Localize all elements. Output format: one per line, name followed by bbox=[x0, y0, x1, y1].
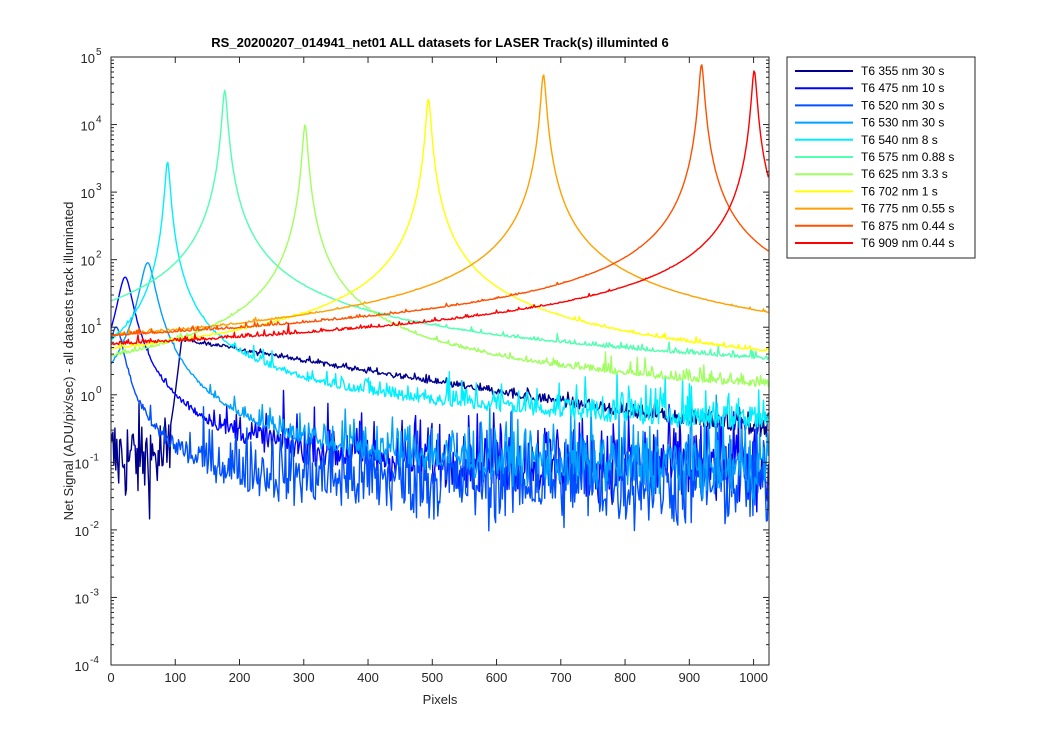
legend: T6 355 nm 30 s T6 475 nm 10 s T6 520 nm 30… bbox=[786, 56, 976, 259]
legend-entry: T6 355 nm 30 s bbox=[861, 64, 944, 78]
y-tick-label: 10 bbox=[81, 186, 95, 201]
x-tick-label: 200 bbox=[229, 670, 251, 685]
x-tick-label: 500 bbox=[421, 670, 443, 685]
legend-entry: T6 775 nm 0.55 s bbox=[861, 202, 954, 216]
y-tick-label: 10 bbox=[81, 321, 95, 336]
legend-entry: T6 575 nm 0.88 s bbox=[861, 150, 954, 164]
x-tick-label: 800 bbox=[614, 670, 636, 685]
x-tick-label: 300 bbox=[293, 670, 315, 685]
y-tick-exponent: -2 bbox=[90, 520, 99, 531]
y-tick-label: 10 bbox=[81, 389, 95, 404]
y-tick-label: 10 bbox=[81, 51, 95, 66]
y-tick-exponent: 5 bbox=[96, 47, 102, 58]
series-line bbox=[111, 74, 769, 337]
ticks-layer: 0 100 200 300 400 500 600 700 800 900 100010-410-3… bbox=[75, 47, 769, 685]
x-tick-label: 400 bbox=[357, 670, 379, 685]
legend-entry: T6 540 nm 8 s bbox=[861, 133, 938, 147]
series-line bbox=[111, 64, 769, 337]
series-layer bbox=[111, 64, 769, 532]
legend-entry: T6 530 nm 30 s bbox=[861, 116, 944, 130]
y-axis-label: Net Signal (ADU/pix/sec) - all datasets … bbox=[61, 202, 76, 521]
x-axis-label: Pixels bbox=[423, 692, 458, 707]
x-tick-label: 1000 bbox=[739, 670, 768, 685]
legend-entry: T6 702 nm 1 s bbox=[861, 184, 938, 198]
y-tick-label: 10 bbox=[75, 456, 89, 471]
y-tick-exponent: 2 bbox=[96, 250, 102, 261]
legend-entry: T6 625 nm 3.3 s bbox=[861, 167, 948, 181]
x-tick-label: 0 bbox=[107, 670, 114, 685]
x-tick-label: 700 bbox=[550, 670, 572, 685]
chart-title: RS_20200207_014941_net01 ALL datasets fo… bbox=[211, 35, 668, 50]
y-tick-exponent: -4 bbox=[90, 655, 99, 666]
legend-entry: T6 475 nm 10 s bbox=[861, 81, 944, 95]
y-tick-exponent: 4 bbox=[96, 115, 102, 126]
y-tick-exponent: 3 bbox=[96, 182, 102, 193]
plot-area bbox=[111, 57, 769, 665]
y-tick-label: 10 bbox=[81, 119, 95, 134]
legend-entry: T6 909 nm 0.44 s bbox=[861, 236, 954, 250]
legend-entry: T6 875 nm 0.44 s bbox=[861, 219, 954, 233]
x-tick-label: 100 bbox=[164, 670, 186, 685]
series-line bbox=[111, 70, 769, 346]
y-tick-label: 10 bbox=[75, 659, 89, 674]
y-tick-label: 10 bbox=[81, 254, 95, 269]
axes-box bbox=[110, 56, 770, 666]
series-line bbox=[111, 262, 769, 502]
series-line bbox=[111, 89, 769, 360]
x-tick-label: 600 bbox=[486, 670, 508, 685]
y-tick-label: 10 bbox=[75, 591, 89, 606]
y-tick-exponent: 0 bbox=[96, 385, 102, 396]
y-tick-exponent: 1 bbox=[96, 317, 102, 328]
series-line bbox=[111, 124, 769, 388]
y-tick-label: 10 bbox=[75, 524, 89, 539]
legend-entry: T6 520 nm 30 s bbox=[861, 98, 944, 112]
x-tick-label: 900 bbox=[678, 670, 700, 685]
y-tick-exponent: -3 bbox=[90, 587, 99, 598]
y-tick-exponent: -1 bbox=[90, 452, 99, 463]
series-line bbox=[111, 98, 769, 352]
